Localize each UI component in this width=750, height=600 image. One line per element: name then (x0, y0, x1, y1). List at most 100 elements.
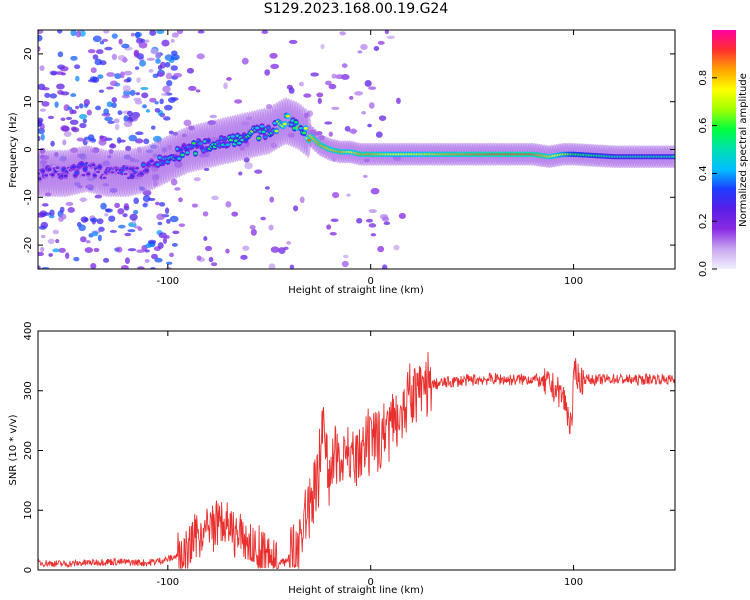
spectrogram-noise-cell (129, 89, 136, 96)
spectrogram-noise-cell (79, 103, 84, 109)
spectrogram-ridge-cell (47, 168, 52, 171)
spectrogram-noise-cell (128, 134, 138, 142)
spectrogram-noise-cell (123, 115, 129, 122)
spectrogram-noise-cell (316, 92, 324, 98)
spectrogram-ridge-cell (298, 126, 303, 130)
spectrogram-noise-cell (384, 30, 390, 35)
spectrogram-ridge-cell (144, 169, 149, 172)
spectrogram-ridge-cell (672, 155, 675, 158)
spectrogram-ridge-cell (102, 176, 107, 180)
spectrogram-noise-cell (154, 257, 163, 263)
spectrogram-noise-cell (123, 70, 133, 76)
spectrogram-noise-cell (50, 71, 57, 76)
spectrogram-noise-cell (383, 221, 391, 226)
spectrogram-noise-cell (196, 53, 205, 60)
spectrogram-noise-cell (121, 43, 130, 49)
spectrogram-noise-cell (136, 249, 145, 253)
spectrogram-noise-cell (123, 203, 129, 209)
spectrogram-ridge-cell (307, 138, 312, 142)
spectrogram-noise-cell (270, 246, 280, 253)
y-tick-label: -10 (23, 189, 34, 205)
spectrogram-noise-cell (92, 54, 99, 60)
spectrogram-ridge-cell (274, 129, 279, 133)
spectrogram-noise-cell (57, 51, 64, 58)
spectrogram-ridge-cell (92, 174, 97, 177)
spectrogram-noise-cell (55, 238, 60, 244)
spectrogram-noise-cell (97, 74, 104, 79)
spectrogram-noise-cell (38, 45, 41, 52)
spectrogram-noise-cell (139, 60, 147, 67)
spectrogram-noise-cell (149, 30, 157, 36)
spectrogram-noise-cell (65, 116, 73, 120)
spectrogram-noise-cell (234, 99, 243, 104)
spectrogram-noise-cell (286, 241, 292, 245)
spectrogram-noise-cell (269, 196, 275, 203)
spectrogram-noise-cell (341, 260, 349, 268)
spectrogram-noise-cell (169, 252, 174, 258)
spectrogram-noise-cell (170, 38, 175, 43)
spectrogram-noise-cell (368, 86, 377, 90)
spectrogram-noise-cell (164, 61, 171, 68)
spectrogram-ridge-cell (157, 156, 162, 159)
spectrogram-noise-cell (151, 253, 158, 260)
spectrogram-noise-cell (162, 237, 168, 245)
spectrogram-noise-cell (386, 35, 396, 40)
spectrogram-noise-cell (289, 264, 295, 269)
spectrogram-noise-cell (138, 41, 148, 49)
spectrogram-noise-cell (339, 31, 346, 36)
spectrogram-noise-cell (98, 139, 107, 146)
spectrogram-noise-cell (52, 248, 60, 253)
spectrogram-noise-cell (48, 215, 55, 219)
spectrogram-noise-cell (106, 72, 115, 77)
spectrogram-noise-cell (154, 101, 159, 105)
spectrogram-noise-cell (378, 115, 387, 122)
spectrogram-noise-cell (260, 216, 266, 221)
spectrogram-ridge-cell (261, 130, 266, 134)
spectrogram-noise-cell (100, 202, 107, 210)
colorbar-tick-label: 0.2 (698, 213, 709, 229)
spectrogram-ridge-cell (259, 125, 264, 128)
spectrogram-noise-cell (165, 72, 173, 80)
spectrogram-noise-cell (76, 137, 85, 142)
spectrogram-noise-cell (133, 49, 140, 57)
snr-ylabel: SNR (10 * v/v) (8, 414, 19, 485)
spectrogram-ridge-cell (225, 143, 230, 146)
spectrogram-noise-cell (223, 82, 228, 90)
spectrogram-noise-cell (47, 238, 55, 245)
spectrogram-noise-cell (288, 39, 298, 45)
spectrogram-noise-cell (146, 57, 155, 61)
spectrogram-noise-cell (75, 30, 82, 38)
spectrogram-ridge-cell (294, 120, 299, 124)
spectrogram-noise-cell (143, 138, 150, 145)
spectrogram-noise-cell (140, 86, 149, 91)
spectrogram-noise-cell (170, 65, 178, 71)
spectrogram-noise-cell (98, 226, 105, 232)
spectrogram-noise-cell (209, 114, 217, 119)
spectrogram-noise-cell (95, 105, 102, 111)
spectrogram-noise-cell (241, 57, 249, 65)
spectrogram-noise-cell (161, 92, 168, 97)
spectrogram-noise-cell (270, 63, 280, 70)
spectrogram-noise-cell (59, 206, 65, 213)
spectrogram-noise-cell (320, 43, 325, 50)
spectrogram-noise-cell (75, 75, 80, 82)
spectrogram-noise-cell (120, 264, 129, 269)
spectrogram-noise-cell (58, 247, 66, 253)
spectrogram-noise-cell (124, 232, 132, 237)
spectrogram-noise-cell (362, 174, 368, 178)
spectrogram-noise-cell (60, 117, 66, 121)
spectrogram-noise-cell (370, 187, 380, 195)
spectrogram-noise-cell (375, 131, 383, 138)
spectrogram-noise-cell (39, 65, 45, 71)
spectrogram-noise-cell (78, 224, 86, 232)
snr-ticks: -100 0 100 0 100 200 300 400 (23, 321, 675, 588)
x-tick-label: 0 (368, 577, 374, 588)
spectrogram-noise-cell (41, 101, 50, 107)
spectrogram-noise-cell (398, 212, 406, 219)
spectrogram-ridge-cell (237, 141, 242, 145)
spectrogram-noise-cell (155, 201, 160, 206)
spectrogram-noise-cell (150, 125, 156, 130)
spectrogram-noise-cell (95, 49, 104, 55)
spectrogram-noise-cell (202, 211, 209, 217)
spectrogram-noise-cell (144, 249, 150, 253)
